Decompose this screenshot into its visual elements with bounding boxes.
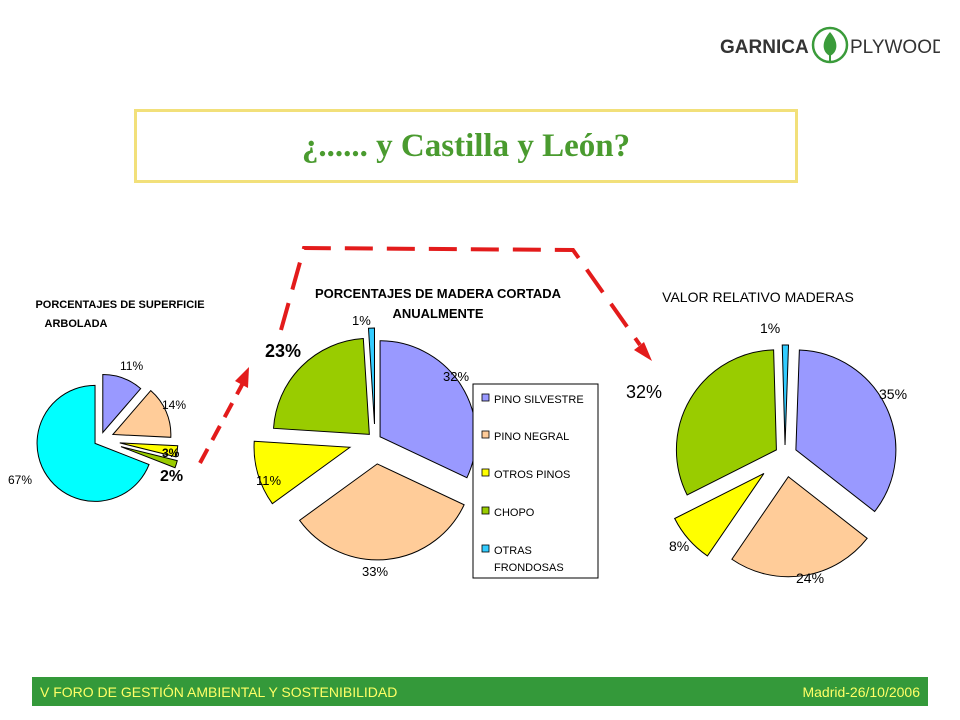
pie-slice-33-pct (298, 463, 465, 561)
footer-event: V FORO DE GESTIÓN AMBIENTAL Y SOSTENIBIL… (40, 683, 398, 700)
chart2-label-11: 11% (256, 473, 281, 488)
legend-swatch (481, 468, 490, 477)
legend-item-chopo: CHOPO (481, 506, 535, 519)
pie-slice-8-pct (674, 472, 765, 557)
flow-arrows (198, 245, 652, 464)
chart3-label-24: 24% (796, 570, 824, 586)
pie-slice-1-pct (781, 344, 790, 446)
leaf-icon (823, 32, 837, 56)
legend-swatch (481, 544, 490, 553)
pie-slice-3-pct (119, 442, 179, 458)
chart1-label-2: 2% (160, 468, 183, 485)
chart2-pie (253, 327, 477, 561)
chart3-label-8: 8% (669, 538, 689, 554)
chart1-label-3: 3% (162, 446, 180, 460)
chart2-label-1: 1% (352, 313, 371, 328)
pie-slice-23-pct (273, 338, 370, 435)
pie-slice-35-pct (795, 349, 897, 513)
pie-slice-2-pct (120, 446, 178, 469)
pie-slice-32-pct (379, 340, 477, 479)
chart2-legend: PINO SILVESTRE PINO NEGRAL OTROS PINOS C… (472, 383, 599, 579)
arrowhead-1 (235, 367, 249, 388)
legend-swatch (481, 393, 490, 402)
chart-valor-relativo: VALOR RELATIVO MADERAS 35% 24% 8% 32% 1% (626, 289, 907, 586)
legend-label: CHOPO (494, 507, 535, 519)
logo-text-right: PLYWOOD (850, 37, 940, 58)
pie-slice-1-pct (367, 327, 375, 425)
legend-swatch (481, 430, 490, 439)
legend-item-otras-frondosas: OTRAS FRONDOSAS (481, 544, 564, 574)
chart1-label-14: 14% (162, 398, 186, 412)
legend-label: PINO NEGRAL (494, 431, 569, 443)
page-title: ¿...... y Castilla y León? (301, 127, 631, 164)
chart2-label-33: 33% (362, 564, 388, 579)
arrow-line-2 (279, 245, 642, 347)
pie-slice-32-pct (675, 349, 777, 496)
chart3-title: VALOR RELATIVO MADERAS (662, 289, 854, 305)
pie-slice-24-pct (731, 476, 868, 578)
legend-item-pino-silvestre: PINO SILVESTRE (481, 393, 584, 406)
chart-superficie: PORCENTAJES DE SUPERFICIE ARBOLADA 11% 1… (8, 299, 205, 502)
chart1-label-67: 67% (8, 473, 32, 487)
footer-date: Madrid-26/10/2006 (802, 683, 920, 700)
chart2-title-line1: PORCENTAJES DE MADERA CORTADA (315, 286, 562, 301)
legend-box (472, 383, 599, 579)
logo-text-left: GARNICA (720, 37, 809, 58)
legend-item-otros-pinos: OTROS PINOS (481, 468, 570, 481)
chart3-pie (674, 344, 897, 578)
arrowhead-2 (634, 342, 652, 361)
chart3-label-1: 1% (760, 320, 780, 336)
legend-label: PINO SILVESTRE (494, 394, 584, 406)
chart2-label-32: 32% (443, 369, 469, 384)
chart1-title-line1: PORCENTAJES DE SUPERFICIE (35, 299, 204, 311)
pie-slice-11-pct (102, 374, 142, 434)
chart1-label-11: 11% (120, 359, 143, 373)
pie-slice-11-pct (253, 440, 352, 505)
legend-label-line1: OTRAS (494, 545, 532, 557)
garnica-plywood-logo: GARNICA PLYWOOD (720, 22, 946, 70)
logo-graphic: GARNICA PLYWOOD (720, 26, 946, 64)
legend-swatch (481, 506, 490, 515)
chart1-pie (36, 374, 179, 502)
pie-slice-14-pct (111, 389, 172, 438)
pie-slice-67-pct (36, 384, 150, 502)
title-box: ¿...... y Castilla y León? (134, 109, 798, 183)
footer-bar: V FORO DE GESTIÓN AMBIENTAL Y SOSTENIBIL… (32, 677, 928, 706)
chart2-label-23: 23% (265, 341, 301, 361)
arrow-line-1 (198, 382, 245, 464)
legend-item-pino-negral: PINO NEGRAL (481, 430, 569, 443)
chart1-title-line2: ARBOLADA (45, 318, 108, 330)
chart3-label-32: 32% (626, 382, 662, 402)
chart-madera-cortada: PORCENTAJES DE MADERA CORTADA ANUALMENTE… (253, 286, 599, 579)
chart3-label-35: 35% (879, 386, 907, 402)
legend-label-line2: FRONDOSAS (494, 562, 564, 574)
legend-label: OTROS PINOS (494, 469, 570, 481)
chart2-title-line2: ANUALMENTE (393, 306, 484, 321)
